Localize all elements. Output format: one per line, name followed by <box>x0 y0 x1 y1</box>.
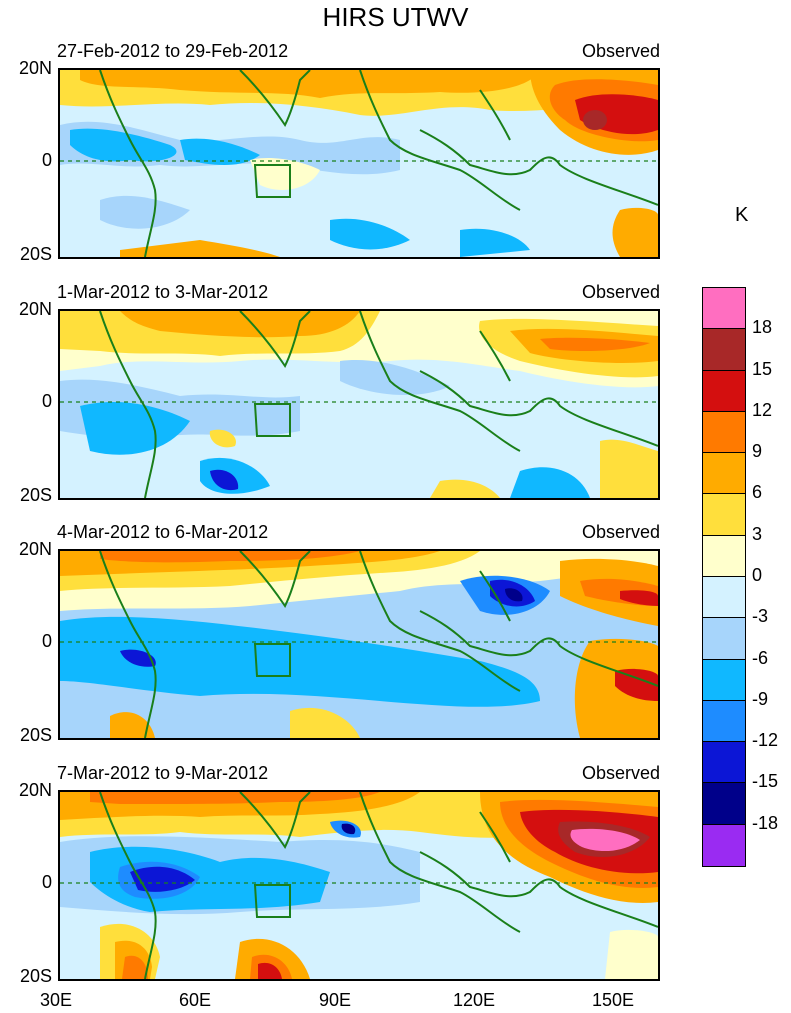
colorbar-label: 9 <box>752 441 763 462</box>
lat-label-0: 0 <box>41 150 52 170</box>
panel-2-date-range: 1-Mar-2012 to 3-Mar-2012 <box>57 282 269 302</box>
lat-label-20n: 20N <box>18 58 52 78</box>
colorbar <box>702 287 746 867</box>
colorbar-label: 18 <box>752 317 773 338</box>
panel-4-date-range: 7-Mar-2012 to 9-Mar-2012 <box>57 763 269 783</box>
colorbar-segment <box>703 700 745 743</box>
colorbar-label: 0 <box>752 565 763 585</box>
lat-label-20s: 20S <box>19 725 52 745</box>
colorbar-segment <box>703 453 745 495</box>
colorbar-segment <box>703 618 745 660</box>
colorbar-segment <box>703 411 745 454</box>
panel-3-map <box>58 549 660 740</box>
colorbar-segment <box>703 329 745 371</box>
lat-label-0: 0 <box>41 872 52 892</box>
lat-label-20n: 20N <box>18 299 52 319</box>
panel-4-tag: Observed <box>581 763 660 783</box>
lon-label-60e: 60E <box>178 990 212 1010</box>
colorbar-segment <box>703 288 745 330</box>
lat-label-0: 0 <box>41 391 52 411</box>
colorbar-segment <box>703 783 745 825</box>
panel-3-date-range: 4-Mar-2012 to 6-Mar-2012 <box>57 522 269 542</box>
colorbar-segment <box>703 535 745 577</box>
colorbar-label: -12 <box>752 730 779 751</box>
colorbar-segment <box>703 577 745 619</box>
lat-label-20n: 20N <box>18 539 52 559</box>
colorbar-label: -9 <box>752 688 769 709</box>
panel-4-map <box>58 790 660 981</box>
colorbar-label: -15 <box>752 771 779 792</box>
colorbar-segment <box>703 370 745 412</box>
colorbar-label: 6 <box>752 482 763 503</box>
lon-label-90e: 90E <box>318 990 352 1010</box>
lat-label-20n: 20N <box>18 780 52 800</box>
lon-label-30e: 30E <box>39 990 73 1010</box>
colorbar-segment <box>703 742 745 784</box>
colorbar-label: 3 <box>752 523 763 544</box>
panel-1-date-range: 27-Feb-2012 to 29-Feb-2012 <box>57 41 289 61</box>
lat-label-20s: 20S <box>19 244 52 264</box>
panel-1-map <box>58 68 660 259</box>
panel-1-tag: Observed <box>581 41 660 61</box>
colorbar-label: 12 <box>752 399 773 420</box>
colorbar-segment <box>703 824 745 866</box>
lat-label-20s: 20S <box>19 966 52 986</box>
lon-label-150e: 150E <box>591 990 635 1010</box>
colorbar-label: -3 <box>752 606 769 627</box>
lat-label-20s: 20S <box>19 485 52 505</box>
colorbar-label: -18 <box>752 812 779 833</box>
colorbar-segment <box>703 659 745 701</box>
colorbar-label: -6 <box>752 647 769 668</box>
lat-label-0: 0 <box>41 631 52 651</box>
lon-label-120e: 120E <box>452 990 496 1010</box>
colorbar-label: 15 <box>752 358 773 379</box>
panel-2-map <box>58 309 660 500</box>
panel-3-tag: Observed <box>581 522 660 542</box>
unit-label: K <box>735 204 749 226</box>
colorbar-segment <box>703 494 745 536</box>
panel-2-tag: Observed <box>581 282 660 302</box>
main-title: HIRS UTWV <box>322 2 469 32</box>
